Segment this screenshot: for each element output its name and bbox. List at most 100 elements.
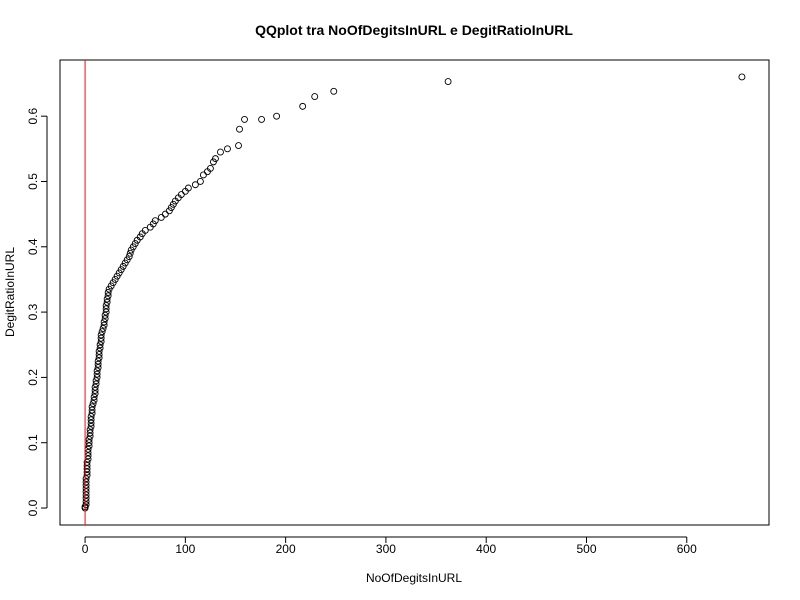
data-point <box>191 181 199 189</box>
data-point <box>273 112 281 120</box>
data-point <box>125 253 133 261</box>
data-point <box>206 164 214 172</box>
data-point <box>82 481 90 489</box>
y-tick-label: 0.1 <box>26 434 40 451</box>
data-point <box>211 155 219 163</box>
data-point <box>82 488 90 496</box>
data-point <box>99 324 107 332</box>
data-point <box>95 347 103 355</box>
data-point <box>96 341 104 349</box>
data-point <box>86 432 94 440</box>
data-point <box>102 305 110 313</box>
data-point <box>91 390 99 398</box>
data-point <box>100 321 108 329</box>
data-point <box>236 125 243 133</box>
data-point <box>83 462 91 470</box>
data-point <box>86 426 94 434</box>
data-point <box>100 318 108 326</box>
data-point <box>89 400 97 407</box>
x-axis-label: NoOfDegitsInURL <box>366 571 462 585</box>
data-point <box>199 171 207 179</box>
data-point <box>82 475 90 483</box>
y-tick-label: 0.6 <box>26 108 40 125</box>
data-point <box>82 494 90 502</box>
data-point <box>126 249 134 257</box>
y-tick-label: 0.3 <box>26 303 40 320</box>
data-point <box>85 439 93 447</box>
data-point <box>86 429 94 437</box>
data-point <box>93 367 101 375</box>
y-axis: 0.0 0.1 0.2 0.3 0.4 0.5 0.6 <box>26 108 48 516</box>
data-point <box>87 422 95 430</box>
x-axis: 0 100 200 300 400 500 600 <box>82 536 697 556</box>
data-point <box>90 393 98 401</box>
data-point <box>92 377 100 385</box>
data-point <box>93 370 101 378</box>
data-point <box>96 344 104 352</box>
data-point <box>102 302 110 310</box>
data-point <box>82 501 90 509</box>
data-point <box>97 334 105 342</box>
data-point <box>82 498 90 505</box>
data-point <box>87 416 95 424</box>
data-point <box>97 331 105 339</box>
data-point <box>98 328 106 336</box>
data-point <box>94 357 102 365</box>
data-point <box>184 184 192 192</box>
chart-title: QQplot tra NoOfDegitsInURL e DegitRatioI… <box>255 22 573 38</box>
data-point <box>85 442 93 450</box>
data-point <box>87 419 95 427</box>
data-point <box>103 295 111 303</box>
data-point <box>82 491 90 499</box>
data-point <box>94 360 102 368</box>
y-tick-label: 0.2 <box>26 369 40 386</box>
data-point <box>83 465 91 473</box>
data-point <box>88 406 96 414</box>
y-axis-label: DegitRatioInURL <box>3 247 17 337</box>
x-tick-label: 200 <box>276 542 296 556</box>
data-point <box>82 484 90 492</box>
data-point <box>93 373 101 381</box>
data-point <box>83 458 91 466</box>
data-point <box>91 387 99 394</box>
x-tick-label: 300 <box>376 542 396 556</box>
data-point <box>444 78 452 86</box>
x-tick-label: 400 <box>476 542 496 556</box>
y-tick-label: 0.5 <box>26 173 40 190</box>
data-point <box>224 145 231 153</box>
data-point <box>83 471 91 479</box>
data-point <box>216 148 224 156</box>
data-point <box>299 102 307 110</box>
data-point <box>101 315 109 323</box>
data-point <box>102 308 110 316</box>
x-tick-label: 100 <box>175 542 195 556</box>
data-point <box>311 93 319 101</box>
data-point <box>85 436 93 443</box>
points-group <box>81 60 746 525</box>
data-point <box>90 396 98 404</box>
data-point <box>88 409 96 417</box>
data-point <box>151 217 159 225</box>
data-point <box>141 227 149 234</box>
data-point <box>258 115 266 123</box>
data-point <box>157 213 165 221</box>
data-point <box>97 338 105 345</box>
data-point <box>95 354 103 362</box>
data-point <box>161 210 169 218</box>
x-tick-label: 0 <box>82 542 89 556</box>
y-tick-label: 0.0 <box>26 499 40 516</box>
data-point <box>82 478 90 486</box>
data-point <box>87 413 95 421</box>
data-point <box>92 380 100 388</box>
data-point <box>103 298 111 306</box>
x-tick-label: 600 <box>677 542 697 556</box>
plot-area <box>81 60 746 525</box>
data-point <box>104 292 112 300</box>
data-point <box>88 403 96 411</box>
data-point <box>104 289 112 296</box>
y-tick-label: 0.4 <box>26 238 40 255</box>
data-point <box>91 383 99 391</box>
data-point <box>101 311 109 319</box>
data-point <box>83 468 91 476</box>
